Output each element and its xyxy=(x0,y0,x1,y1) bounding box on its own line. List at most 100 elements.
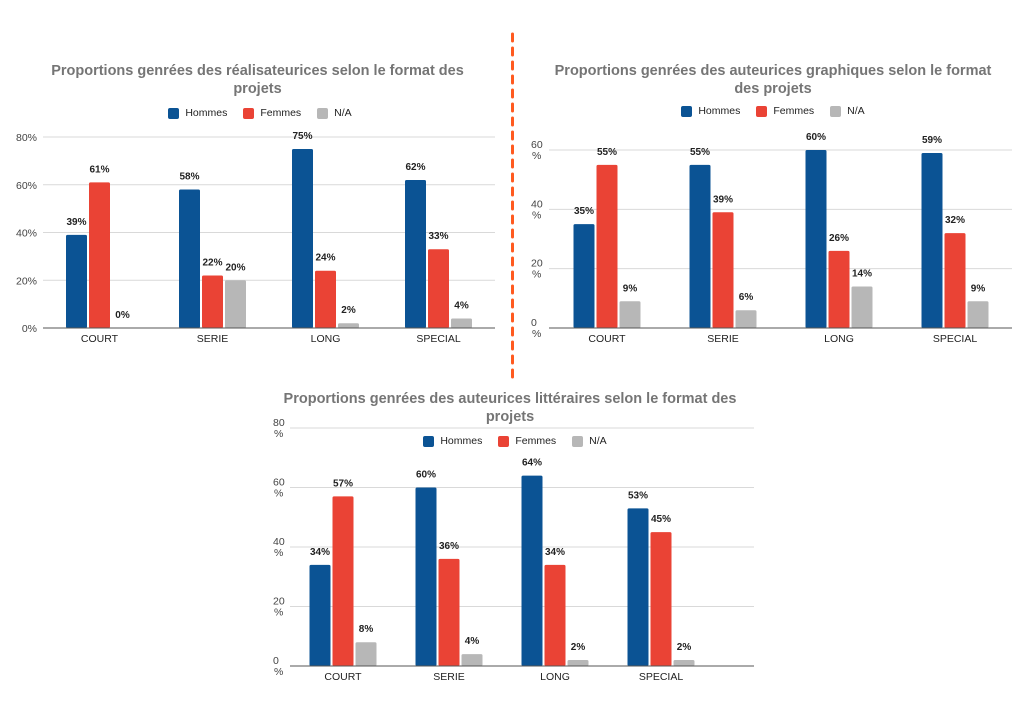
y-tick-label: 20% xyxy=(531,258,543,281)
y-tick-label: 20% xyxy=(16,275,37,287)
bar-femmes xyxy=(315,270,336,328)
data-label: 14% xyxy=(852,268,872,279)
bar-hommes xyxy=(309,564,331,666)
legend: Hommes Femmes N/A xyxy=(523,105,1023,120)
legend-swatch xyxy=(498,435,510,447)
data-label: 0% xyxy=(115,310,130,321)
x-tick-label: SERIE xyxy=(197,333,229,345)
x-tick-label: COURT xyxy=(588,333,626,345)
data-label: 55% xyxy=(690,147,710,158)
legend: Hommes Femmes N/A xyxy=(265,435,765,450)
bar-hommes xyxy=(521,475,543,666)
title-line: Proportions genrées des auteurices graph… xyxy=(554,63,992,79)
x-tick-label: LONG xyxy=(311,333,341,345)
data-label: 24% xyxy=(315,253,335,264)
bar-na xyxy=(567,660,589,666)
x-tick-label: SPECIAL xyxy=(639,671,684,683)
bar-femmes xyxy=(428,249,449,328)
bar-hommes xyxy=(292,148,313,328)
bar-hommes xyxy=(921,152,943,328)
bar-femmes xyxy=(544,564,566,666)
title-line: projets xyxy=(233,81,282,97)
data-label: 62% xyxy=(405,162,425,173)
y-tick-label: 80% xyxy=(273,417,285,440)
data-label: 20% xyxy=(225,262,245,273)
x-tick-label: COURT xyxy=(324,671,362,683)
x-tick-label: SPECIAL xyxy=(416,333,461,345)
legend-item: Hommes xyxy=(681,105,740,117)
data-label: 4% xyxy=(465,636,480,647)
data-label: 59% xyxy=(922,135,942,146)
bar-na xyxy=(225,280,246,328)
data-label: 60% xyxy=(416,470,436,481)
y-tick-label: 0% xyxy=(22,323,37,335)
bar-na xyxy=(967,301,989,328)
legend-item: Hommes xyxy=(168,107,227,119)
data-label: 58% xyxy=(179,172,199,183)
bar-hommes xyxy=(689,164,711,328)
bar-hommes xyxy=(415,487,437,666)
data-label: 36% xyxy=(439,541,459,552)
x-tick-label: SPECIAL xyxy=(933,333,978,345)
bar-hommes xyxy=(573,224,595,328)
chart-auteurices-litteraires: Proportions genrées des auteurices litté… xyxy=(255,375,765,720)
y-tick-label: 20% xyxy=(273,596,285,619)
y-tick-label: 60% xyxy=(273,477,285,500)
legend-swatch xyxy=(830,105,842,117)
legend-label: N/A xyxy=(589,435,607,447)
legend-item: Femmes xyxy=(756,105,814,117)
bar-femmes xyxy=(650,532,672,666)
x-tick-label: LONG xyxy=(824,333,854,345)
data-label: 33% xyxy=(428,231,448,242)
x-tick-label: COURT xyxy=(81,333,119,345)
legend-swatch xyxy=(423,435,435,447)
title-line: projets xyxy=(485,409,535,425)
data-label: 8% xyxy=(359,624,374,635)
legend-label: Hommes xyxy=(440,435,483,447)
data-label: 2% xyxy=(341,305,356,316)
data-label: 22% xyxy=(202,257,222,268)
bar-na xyxy=(451,318,472,328)
x-tick-label: SERIE xyxy=(707,333,739,345)
data-label: 39% xyxy=(66,217,86,228)
legend-swatch xyxy=(756,105,768,117)
legend-item: Femmes xyxy=(243,107,301,119)
bar-femmes xyxy=(712,212,734,328)
legend-label: Femmes xyxy=(515,435,557,447)
legend-item: N/A xyxy=(830,105,865,117)
legend-label: Hommes xyxy=(185,107,228,119)
bar-na xyxy=(673,660,695,666)
y-tick-label: 60% xyxy=(16,180,37,192)
data-label: 64% xyxy=(522,458,542,469)
data-label: 34% xyxy=(545,547,565,558)
y-tick-label: 40% xyxy=(531,198,543,221)
legend-label: Femmes xyxy=(773,105,815,117)
legend: Hommes Femmes N/A xyxy=(10,107,510,122)
legend-swatch xyxy=(243,107,255,119)
title-line: Proportions genrées des réalisateurices … xyxy=(51,63,464,79)
bar-na xyxy=(338,323,359,328)
x-tick-label: LONG xyxy=(540,671,570,683)
plot: 0 % 20 % 40 % 60 % 35% 55% 9% COURT 55% 39% 6% SERIE 60%… xyxy=(531,132,1012,345)
data-label: 55% xyxy=(597,147,617,158)
bar-femmes xyxy=(332,496,354,666)
data-label: 35% xyxy=(574,206,594,217)
data-label: 39% xyxy=(713,194,733,205)
legend-label: Hommes xyxy=(698,105,741,117)
data-label: 9% xyxy=(623,283,638,294)
legend-swatch xyxy=(681,105,693,117)
bar-na xyxy=(461,654,483,666)
bar-femmes xyxy=(202,275,223,328)
dashed-divider xyxy=(511,32,514,380)
y-tick-label: 80% xyxy=(16,132,37,144)
plot: 0 % 20 % 40 % 60 % 80 % 34% 57% 8% COURT 60% 36% 4% SERIE… xyxy=(273,417,754,683)
bar-na xyxy=(355,642,377,666)
data-label: 6% xyxy=(739,292,754,303)
title-line: Proportions genrées des auteurices litté… xyxy=(283,391,737,407)
data-label: 34% xyxy=(310,547,330,558)
title-line: des projets xyxy=(734,81,812,97)
chart-title: Proportions genrées des auteurices graph… xyxy=(523,62,1023,98)
legend-swatch xyxy=(572,435,584,447)
y-tick-label: 40% xyxy=(16,228,37,240)
